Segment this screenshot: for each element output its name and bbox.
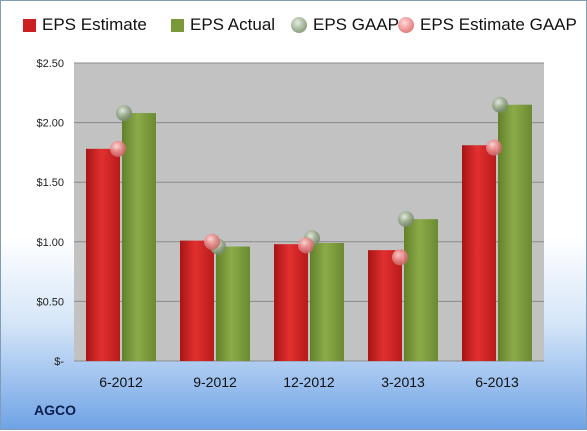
markers <box>110 96 508 266</box>
y-axis-labels: $- $0.50 $1.00 $1.50 $2.00 $2.50 <box>36 58 64 368</box>
x-tick-label: 12-2012 <box>283 374 335 390</box>
bar-eps-estimate <box>86 148 120 361</box>
bar-eps-actual <box>310 242 344 361</box>
marker-eps-estimate-gaap <box>392 249 408 266</box>
legend-swatch-eps-actual <box>171 18 184 32</box>
legend-label-eps-estimate: EPS Estimate <box>42 15 147 34</box>
bar-eps-estimate <box>274 244 308 361</box>
y-tick-label: $2.50 <box>36 58 64 70</box>
bar-eps-actual <box>404 219 438 361</box>
legend-label-eps-gaap: EPS GAAP <box>313 15 399 34</box>
bar-eps-estimate <box>180 240 214 361</box>
marker-eps-estimate-gaap <box>204 233 220 250</box>
x-tick-label: 9-2012 <box>193 374 237 390</box>
bar-eps-estimate <box>368 250 402 361</box>
legend-item-eps-gaap: EPS GAAP <box>291 15 399 35</box>
marker-eps-estimate-gaap <box>298 237 314 254</box>
bar-eps-actual <box>216 246 250 361</box>
x-tick-label: 3-2013 <box>381 374 425 390</box>
legend-swatch-eps-estimate <box>23 18 36 32</box>
y-tick-label: $1.50 <box>36 177 64 189</box>
x-tick-label: 6-2012 <box>99 374 143 390</box>
y-tick-label: $0.50 <box>36 296 64 308</box>
marker-eps-gaap <box>492 96 508 113</box>
legend: EPS Estimate EPS Actual EPS GAAP EPS Est… <box>1 15 587 45</box>
bar-eps-actual <box>498 104 532 361</box>
marker-eps-gaap <box>398 211 414 228</box>
company-label: AGCO <box>34 402 76 418</box>
legend-item-eps-actual: EPS Actual <box>171 15 275 35</box>
y-tick-label: $- <box>54 356 64 368</box>
bars <box>86 104 532 362</box>
legend-item-eps-estimate: EPS Estimate <box>23 15 147 35</box>
marker-eps-gaap <box>116 105 132 122</box>
y-tick-label: $2.00 <box>36 118 64 130</box>
legend-label-eps-actual: EPS Actual <box>190 15 276 34</box>
legend-marker-eps-gaap <box>291 17 307 33</box>
marker-eps-estimate-gaap <box>486 139 502 156</box>
y-tick-label: $1.00 <box>36 237 64 249</box>
legend-label-eps-estimate-gaap: EPS Estimate GAAP <box>420 15 577 34</box>
marker-eps-estimate-gaap <box>110 140 126 157</box>
x-axis-labels: 6-2012 9-2012 12-2012 3-2013 6-2013 <box>99 374 519 390</box>
legend-marker-eps-estimate-gaap <box>398 17 414 33</box>
legend-item-eps-estimate-gaap: EPS Estimate GAAP <box>398 15 577 35</box>
x-tick-label: 6-2013 <box>475 374 519 390</box>
bar-eps-actual <box>122 113 156 362</box>
bar-eps-estimate <box>462 145 496 361</box>
